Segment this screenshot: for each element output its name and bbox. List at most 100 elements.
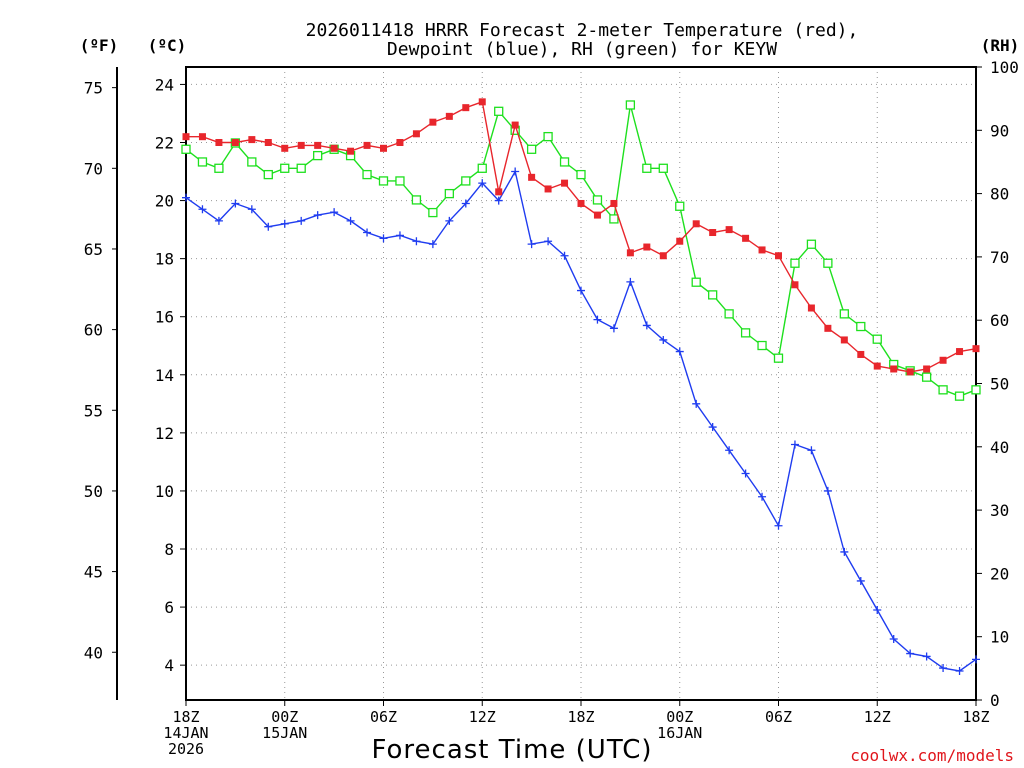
temperature-point: [593, 211, 601, 219]
rh-point: [296, 163, 306, 173]
rh-point: [263, 169, 273, 180]
dewpoint-point: [313, 211, 322, 220]
fahrenheit-tick-label: 55: [84, 401, 103, 420]
celsius-tick-label: 16: [155, 308, 174, 327]
temperature-point: [923, 365, 931, 373]
temperature-point: [643, 243, 651, 251]
time-tick-label: 18Z: [172, 708, 199, 726]
rh-point: [214, 163, 224, 173]
celsius-axis-ticks: 4 6 8 10 12 14 16 18 20 22 24: [155, 75, 186, 675]
dewpoint-point: [182, 193, 190, 202]
temperature-point: [610, 199, 618, 207]
dewpoint-point: [840, 547, 849, 556]
fahrenheit-tick-label: 65: [84, 240, 103, 259]
temperature-point: [297, 141, 305, 149]
dewpoint-point: [363, 228, 372, 237]
fahrenheit-tick-label: 75: [84, 79, 103, 98]
temperature-point: [577, 199, 585, 207]
dewpoint-point: [922, 652, 931, 661]
celsius-tick-label: 6: [164, 598, 174, 617]
time-tick-label: 14JAN: [163, 724, 208, 742]
time-tick-label: 18Z: [567, 708, 594, 726]
temperature-point: [692, 220, 700, 228]
rh-tick-label: 10: [990, 628, 1009, 647]
celsius-tick-label: 22: [155, 133, 174, 152]
celsius-tick-label: 10: [155, 482, 174, 501]
temperature-point: [445, 112, 453, 120]
rh-point: [823, 258, 833, 268]
time-tick-label: 16JAN: [657, 724, 702, 742]
dewpoint-point: [544, 237, 553, 246]
temperature-point: [248, 136, 256, 144]
fahrenheit-axis-ticks: 40 45 50 55 60 65 70 75: [84, 79, 117, 662]
dewpoint-point: [560, 251, 569, 260]
fahrenheit-tick-label: 60: [84, 321, 103, 340]
dewpoint-point: [428, 240, 437, 249]
dewpoint-point: [379, 234, 388, 243]
dewpoint-point: [790, 440, 799, 449]
rh-unit-label: (RH): [981, 36, 1020, 55]
time-tick-label: 15JAN: [262, 724, 307, 742]
rh-point: [938, 385, 948, 395]
rh-tick-label: 50: [990, 375, 1009, 394]
rh-point: [494, 106, 504, 116]
rh-tick-label: 100: [990, 58, 1019, 77]
rh-point: [675, 201, 685, 211]
rh-point: [477, 163, 487, 173]
credit-label: coolwx.com/models: [850, 746, 1014, 765]
dewpoint-point: [214, 216, 223, 225]
dewpoint-point: [626, 277, 635, 286]
fahrenheit-tick-label: 40: [84, 643, 103, 662]
celsius-tick-label: 12: [155, 424, 174, 443]
dewpoint-point: [494, 196, 503, 205]
rh-point: [708, 290, 718, 300]
temperature-point: [231, 138, 239, 146]
rh-point: [740, 328, 751, 338]
temperature-point: [725, 226, 733, 234]
rh-point: [181, 144, 191, 154]
dewpoint-point: [708, 423, 717, 432]
temperature-point: [758, 246, 766, 254]
rh-tick-label: 60: [990, 311, 1009, 330]
rh-tick-label: 0: [990, 691, 1000, 710]
celsius-tick-label: 18: [155, 250, 174, 269]
temperature-point: [380, 144, 387, 152]
temperature-point: [528, 173, 536, 181]
temperature-point: [676, 237, 684, 245]
dewpoint-point: [346, 216, 355, 225]
temperature-point: [182, 133, 190, 141]
dewpoint-point: [412, 237, 421, 246]
celsius-tick-label: 24: [155, 75, 174, 94]
time-tick-label: 00Z: [666, 708, 693, 726]
rh-point: [642, 163, 652, 173]
time-tick-label: 2026: [168, 740, 204, 758]
dewpoint-point: [609, 324, 618, 333]
rh-tick-label: 90: [990, 121, 1009, 140]
rh-point: [954, 391, 965, 401]
rh-point: [971, 385, 981, 395]
temperature-point: [478, 98, 486, 106]
temperature-point: [330, 144, 338, 152]
temperature-point: [264, 138, 272, 146]
rh-tick-label: 40: [990, 438, 1009, 457]
rh-point: [543, 131, 553, 142]
series-layer: [181, 98, 981, 675]
dewpoint-point: [741, 469, 750, 478]
temperature-point: [412, 130, 420, 138]
celsius-unit-label: (ºC): [148, 36, 187, 55]
dewpoint-point: [758, 492, 767, 501]
rh-axis-ticks: 0 10 20 30 40 50 60 70 80 90 100: [976, 58, 1019, 710]
temperature-point: [840, 336, 848, 344]
temperature-point: [890, 365, 898, 373]
temperature-point: [626, 249, 634, 257]
temperature-point: [857, 350, 865, 358]
celsius-tick-label: 8: [164, 540, 174, 559]
dewpoint-point: [280, 219, 289, 228]
dewpoint-point: [725, 446, 734, 455]
dewpoint-point: [247, 205, 256, 214]
x-axis-label: Forecast Time (UTC): [371, 735, 652, 765]
rh-tick-label: 80: [990, 185, 1009, 204]
dewpoint-point: [675, 347, 684, 356]
temperature-point: [363, 141, 371, 149]
